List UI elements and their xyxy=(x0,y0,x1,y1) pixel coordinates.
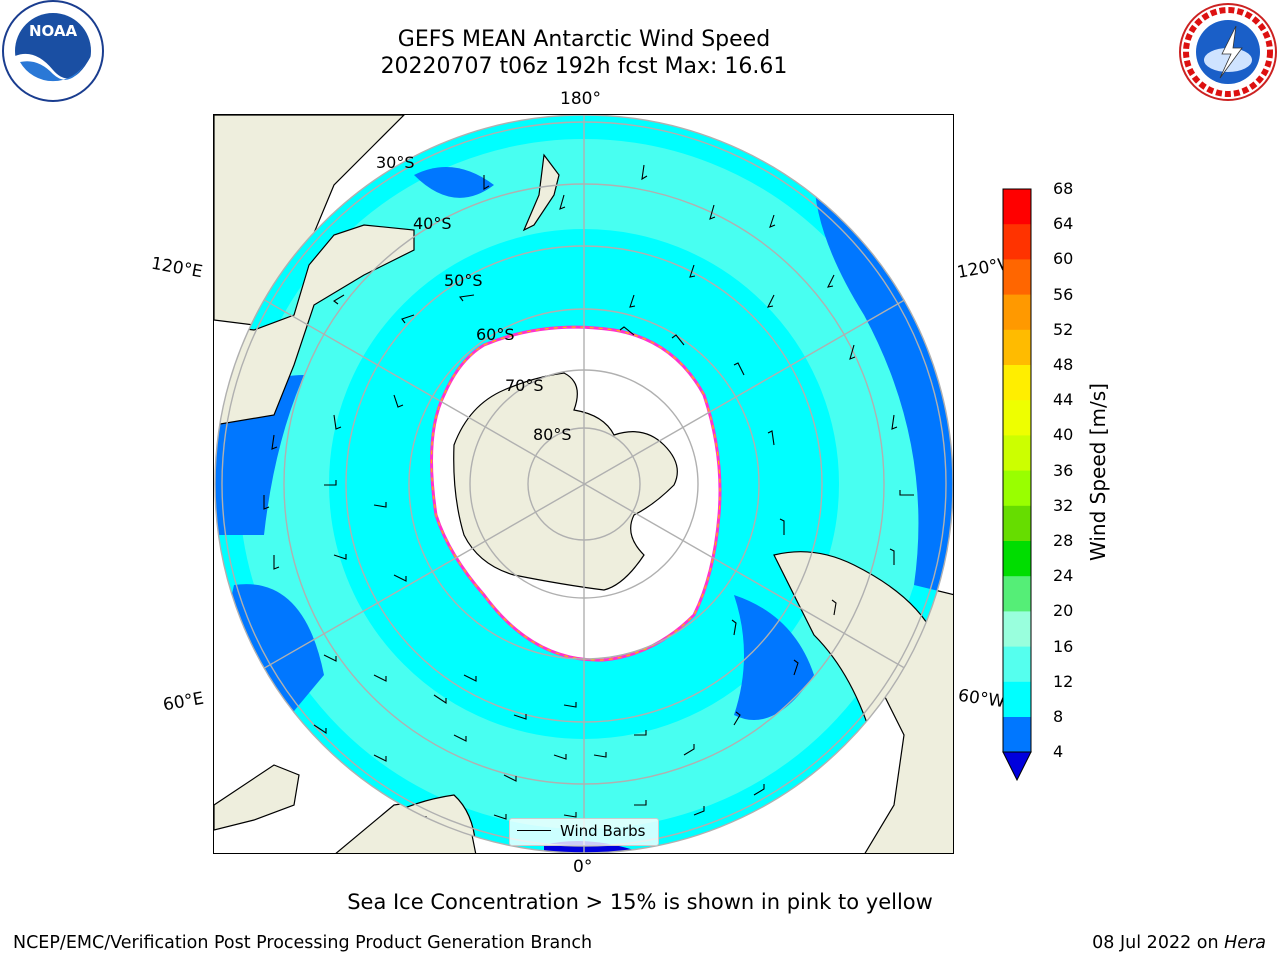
colorbar-segment xyxy=(1003,646,1031,683)
colorbar-tick-label: 44 xyxy=(1053,390,1074,410)
noaa-logo: NOAA xyxy=(2,0,104,102)
lon-label-bottom: 0° xyxy=(573,857,593,877)
colorbar-segment xyxy=(1003,259,1031,296)
lon-label-upper-left: 120°E xyxy=(149,253,205,283)
colorbar-segment xyxy=(1003,541,1031,577)
colorbar-label: Wind Speed [m/s] xyxy=(1086,383,1110,561)
map-legend xyxy=(509,818,659,846)
nws-logo xyxy=(1179,3,1277,101)
colorbar xyxy=(1002,188,1032,782)
colorbar-extend-arrow xyxy=(1002,751,1032,782)
graticule xyxy=(215,115,953,853)
colorbar-segment xyxy=(1003,505,1031,542)
colorbar-tick-label: 16 xyxy=(1053,636,1074,656)
lon-label-top: 180° xyxy=(560,89,601,109)
colorbar-segment xyxy=(1003,189,1031,225)
new-zealand xyxy=(522,153,560,232)
lat-label-70: 70°S xyxy=(505,376,544,395)
chart-subtitle: 20220707 t06z 192h fcst Max: 16.61 xyxy=(380,54,788,79)
calm-region xyxy=(814,175,953,595)
colorbar-tick-label: 48 xyxy=(1053,355,1074,374)
colorbar-tick-label: 12 xyxy=(1053,671,1074,691)
colorbar-tick-label: 20 xyxy=(1053,601,1074,621)
chart-title: GEFS MEAN Antarctic Wind Speed xyxy=(397,27,771,52)
colorbar-tick-label: 64 xyxy=(1053,214,1074,234)
polar-map xyxy=(214,115,953,853)
colorbar-tick-label: 32 xyxy=(1053,495,1074,515)
lat-label-60: 60°S xyxy=(476,325,515,344)
colorbar-segment xyxy=(1003,681,1031,718)
antarctica xyxy=(453,372,678,591)
footer-host: Hera xyxy=(1224,933,1266,953)
colorbar-tick-label: 52 xyxy=(1053,319,1074,339)
lat-label-40: 40°S xyxy=(413,214,452,233)
legend-barb-line xyxy=(517,830,551,831)
colorbar-segment xyxy=(1003,400,1031,436)
sea-ice-note: Sea Ice Concentration > 15% is shown in … xyxy=(347,890,933,914)
footer-credit: NCEP/EMC/Verification Post Processing Pr… xyxy=(13,933,593,953)
colorbar-tick-label: 8 xyxy=(1053,707,1064,726)
map-panel xyxy=(213,114,954,854)
lat-label-30: 30°S xyxy=(376,153,415,172)
colorbar-segment xyxy=(1003,435,1031,472)
colorbar-segment xyxy=(1003,294,1031,331)
colorbar-tick-label: 40 xyxy=(1053,425,1074,445)
colorbar-segment xyxy=(1003,470,1031,507)
lon-label-lower-right: 60°W xyxy=(956,685,1007,713)
lat-label-80: 80°S xyxy=(533,425,572,444)
colorbar-tick-label: 36 xyxy=(1053,460,1074,480)
colorbar-tick-label: 4 xyxy=(1053,742,1064,762)
colorbar-tick-label: 68 xyxy=(1053,179,1074,198)
colorbar-segment xyxy=(1003,576,1031,612)
colorbar-segment xyxy=(1003,717,1031,753)
colorbar-segment xyxy=(1003,329,1031,366)
australia xyxy=(215,224,415,426)
lon-label-lower-left: 60°E xyxy=(161,688,206,716)
colorbar-segment xyxy=(1003,611,1031,648)
colorbar-tick-label: 56 xyxy=(1053,284,1074,304)
legend-label: Wind Barbs xyxy=(560,822,646,840)
colorbar-segment xyxy=(1003,224,1031,260)
svg-text:NOAA: NOAA xyxy=(29,22,78,40)
colorbar-segment xyxy=(1003,365,1031,401)
colorbar-tick-label: 28 xyxy=(1053,531,1074,550)
footer-date: 08 Jul 2022 on Hera xyxy=(1092,933,1266,953)
lat-label-50: 50°S xyxy=(444,271,483,290)
colorbar-tick-label: 60 xyxy=(1053,249,1074,269)
colorbar-tick-label: 24 xyxy=(1053,566,1074,586)
